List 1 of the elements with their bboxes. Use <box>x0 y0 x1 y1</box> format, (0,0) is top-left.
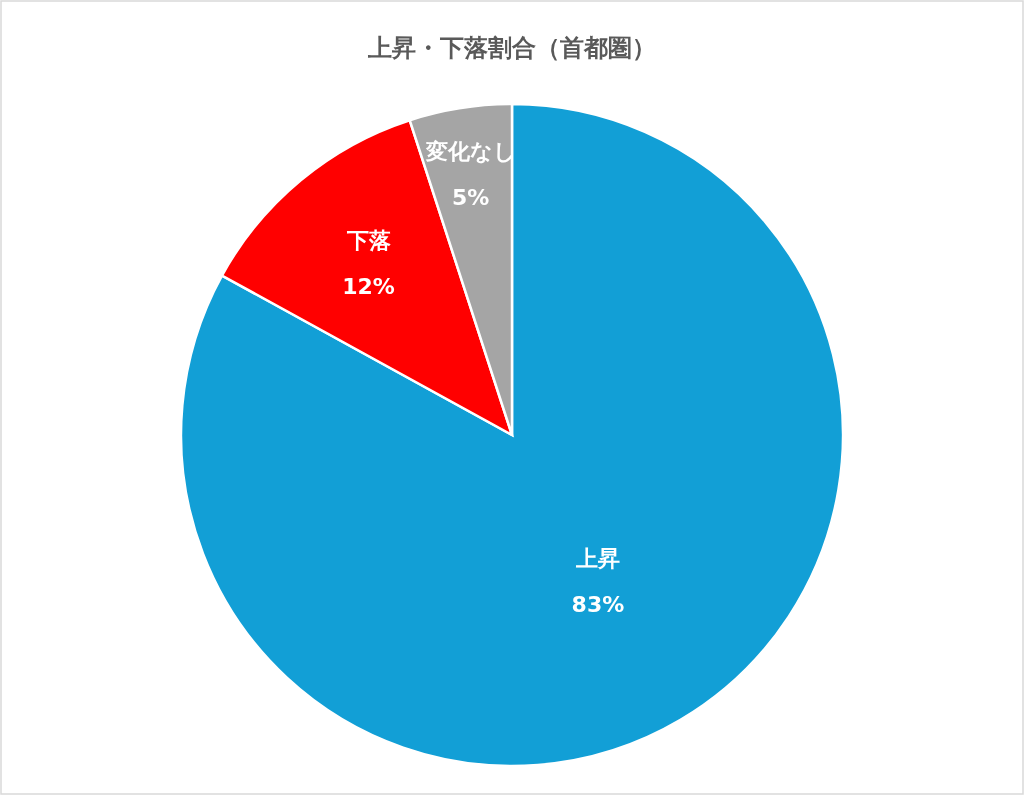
title: 上昇・下落割合（首都圏） <box>368 34 656 62</box>
